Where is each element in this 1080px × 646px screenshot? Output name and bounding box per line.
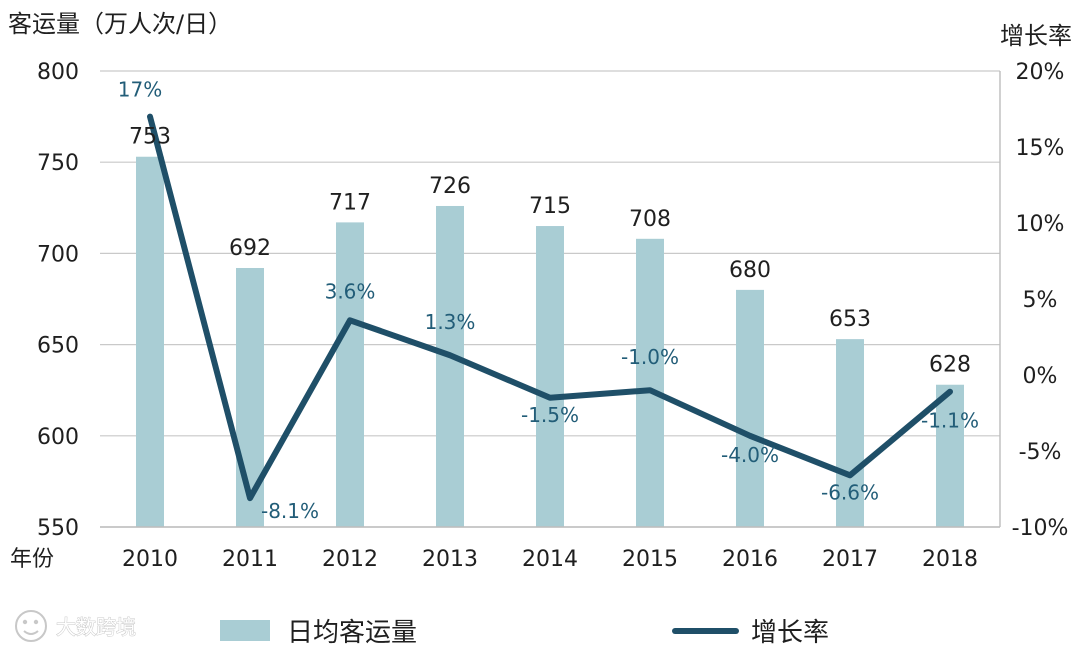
left-tick-label: 800 bbox=[37, 60, 79, 85]
bar-2013 bbox=[436, 205, 464, 527]
growth-value-label: 17% bbox=[118, 78, 162, 102]
right-tick-label: 5% bbox=[1023, 288, 1058, 313]
bar-2016 bbox=[736, 289, 764, 527]
left-tick-label: 700 bbox=[37, 242, 79, 267]
legend-layer: 日均客运量 增长率 bbox=[220, 618, 829, 646]
left-axis-title: 客运量（万人次/日） bbox=[8, 10, 232, 38]
bars-layer bbox=[136, 156, 964, 528]
growth-value-label: -1.1% bbox=[921, 409, 979, 433]
x-tick-label: 2012 bbox=[322, 547, 378, 572]
bar-value-label: 717 bbox=[329, 190, 371, 215]
left-tick-label: 600 bbox=[37, 425, 79, 450]
right-tick-label: 20% bbox=[1016, 60, 1065, 85]
growth-value-label: 1.3% bbox=[425, 310, 476, 334]
labels-layer: 753 692 717 726 715 708 680 653 628 17% -8.1% 3.6% 1… bbox=[118, 78, 979, 524]
x-tick-label: 2016 bbox=[722, 547, 778, 572]
bar-2018 bbox=[936, 384, 964, 527]
growth-value-label: -1.5% bbox=[521, 403, 579, 427]
watermark-icon-eye-right bbox=[33, 619, 39, 625]
bar-value-label: 753 bbox=[129, 125, 171, 150]
left-tick-label: 650 bbox=[37, 334, 79, 359]
watermark: 大数跨境 bbox=[15, 610, 137, 642]
line-layer bbox=[147, 113, 953, 502]
right-tick-label: 0% bbox=[1023, 364, 1058, 389]
x-tick-label: 2013 bbox=[422, 547, 478, 572]
x-tick-label: 2010 bbox=[122, 547, 178, 572]
x-tick-label: 2018 bbox=[922, 547, 978, 572]
watermark-icon-smile bbox=[23, 630, 39, 635]
right-tick-label: -10% bbox=[1012, 516, 1069, 541]
growth-value-label: -4.0% bbox=[721, 443, 779, 467]
bar-2015 bbox=[636, 238, 664, 528]
x-tick-label: 2011 bbox=[222, 547, 278, 572]
x-tick-label: 2014 bbox=[522, 547, 578, 572]
left-tick-label: 550 bbox=[37, 516, 79, 541]
axes-layer: 800 750 700 650 600 550 20% 15% 10% 5% 0% -5% -10% 20… bbox=[37, 60, 1068, 572]
growth-value-label: -6.6% bbox=[821, 480, 879, 504]
x-axis-title: 年份 bbox=[10, 547, 54, 572]
bar-2012 bbox=[336, 222, 364, 527]
bar-value-label: 680 bbox=[729, 258, 771, 283]
legend-bar-swatch bbox=[220, 620, 270, 641]
watermark-icon-eye-left bbox=[22, 619, 28, 625]
bar-2014 bbox=[536, 226, 564, 528]
bar-value-label: 708 bbox=[629, 207, 671, 232]
right-axis-title: 增长率 bbox=[1000, 22, 1072, 50]
right-tick-label: 15% bbox=[1016, 136, 1065, 161]
right-tick-label: 10% bbox=[1016, 212, 1065, 237]
bar-value-label: 715 bbox=[529, 194, 571, 219]
x-tick-label: 2017 bbox=[822, 547, 878, 572]
growth-value-label: -8.1% bbox=[261, 499, 319, 523]
growth-value-label: -1.0% bbox=[621, 345, 679, 369]
bar-value-label: 653 bbox=[829, 307, 871, 332]
bar-2010 bbox=[136, 156, 164, 527]
bar-value-label: 628 bbox=[929, 353, 971, 378]
left-tick-label: 750 bbox=[37, 151, 79, 176]
bar-value-label: 726 bbox=[429, 174, 471, 199]
legend-bar-label: 日均客运量 bbox=[287, 618, 417, 646]
x-tick-label: 2015 bbox=[622, 547, 678, 572]
bar-2017 bbox=[836, 339, 864, 527]
watermark-icon bbox=[15, 610, 47, 642]
right-tick-label: -5% bbox=[1019, 440, 1062, 465]
bar-value-label: 692 bbox=[229, 236, 271, 261]
growth-value-label: 3.6% bbox=[325, 279, 376, 303]
watermark-text: 大数跨境 bbox=[56, 615, 136, 639]
legend-line-label: 增长率 bbox=[751, 618, 829, 646]
